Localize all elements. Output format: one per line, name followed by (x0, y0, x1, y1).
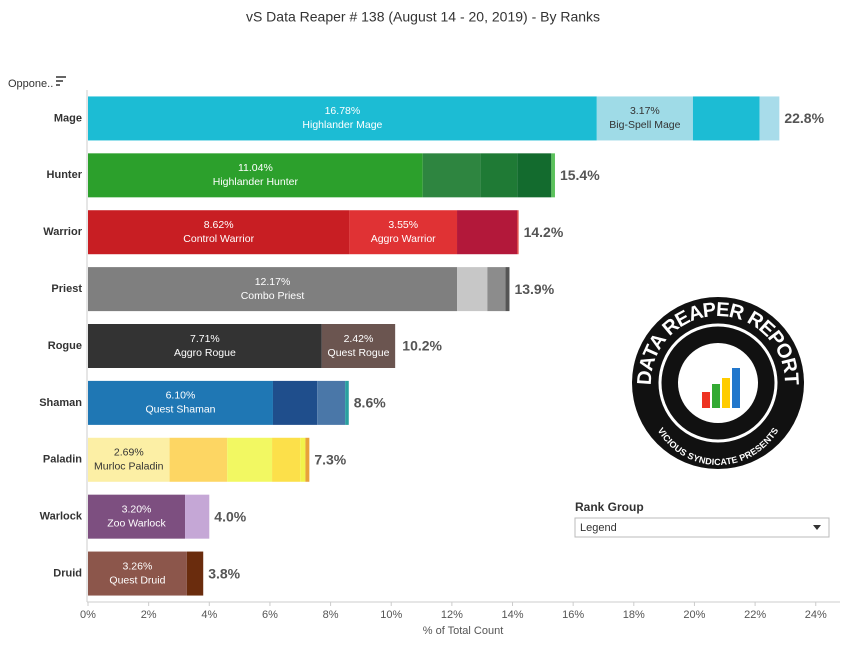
total-label: 7.3% (314, 451, 346, 467)
bar-segment (272, 437, 301, 482)
x-axis-title: % of Total Count (423, 625, 504, 637)
segment-name-label: Combo Priest (241, 290, 305, 302)
x-tick-label: 20% (683, 609, 705, 621)
segment-name-label: Aggro Rogue (174, 347, 236, 359)
filter-dropdown[interactable]: Legend (574, 517, 830, 538)
x-tick-label: 24% (805, 609, 827, 621)
x-tick-label: 0% (80, 609, 96, 621)
segment-value-label: 7.71% (190, 333, 220, 345)
bar-segment (317, 380, 346, 425)
x-tick-label: 10% (380, 609, 402, 621)
bar-segment (186, 551, 204, 596)
segment-value-label: 3.20% (122, 503, 152, 515)
segment-name-label: Aggro Warrior (371, 233, 436, 245)
bar-segment (517, 153, 552, 198)
total-label: 22.8% (784, 110, 824, 126)
filter-value: Legend (580, 522, 617, 534)
category-label: Priest (51, 283, 82, 295)
total-label: 4.0% (214, 508, 246, 524)
logo: DATA REAPER REPORT VICIOUS SYNDICATE PRE… (632, 297, 804, 469)
category-label: Druid (53, 567, 82, 579)
bar-segment (88, 380, 273, 425)
segment-name-label: Big-Spell Mage (609, 119, 680, 131)
bar-segment (88, 267, 458, 312)
x-tick-label: 12% (441, 609, 463, 621)
bar-segment (88, 437, 170, 482)
bar-segment (457, 210, 518, 255)
bar-segment (596, 96, 693, 141)
total-label: 13.9% (514, 281, 554, 297)
segment-value-label: 12.17% (255, 276, 291, 288)
total-label: 10.2% (402, 338, 442, 354)
category-label: Rogue (48, 340, 82, 352)
segment-name-label: Quest Druid (109, 574, 165, 586)
bar-segment (551, 153, 555, 198)
bar-segment (272, 380, 318, 425)
bar-segment (88, 324, 322, 368)
segment-name-label: Murloc Paladin (94, 461, 164, 473)
segment-name-label: Highlander Hunter (213, 176, 299, 188)
total-label: 15.4% (560, 167, 600, 183)
bar-segment (305, 437, 310, 482)
bar-segment (345, 380, 349, 425)
total-label: 8.6% (354, 395, 386, 411)
filter-title: Rank Group (575, 500, 644, 514)
bar-segment (422, 153, 481, 198)
segment-name-label: Quest Rogue (328, 347, 390, 359)
bar-segment (759, 96, 780, 141)
x-tick-label: 14% (502, 609, 524, 621)
x-tick-label: 4% (201, 609, 217, 621)
category-label: Mage (54, 112, 82, 124)
bar-segment (349, 210, 458, 255)
segment-value-label: 3.26% (123, 560, 153, 572)
chart-title: vS Data Reaper # 138 (August 14 - 20, 20… (246, 9, 600, 25)
x-tick-label: 2% (141, 609, 157, 621)
bar-segment (88, 210, 350, 255)
sort-icon[interactable] (56, 76, 66, 86)
category-label: Warlock (40, 511, 83, 523)
total-label: 3.8% (208, 565, 240, 581)
segment-name-label: Control Warrior (183, 233, 254, 245)
bar-segment (88, 96, 597, 141)
x-tick-label: 22% (744, 609, 766, 621)
bar-segment (480, 153, 518, 198)
x-tick-label: 8% (323, 609, 339, 621)
category-label: Hunter (47, 169, 83, 181)
bar-segment (505, 267, 510, 312)
x-tick-label: 6% (262, 609, 278, 621)
bar-segment (88, 153, 423, 198)
bar-segment (457, 267, 488, 312)
bar-segment (300, 437, 306, 482)
segment-value-label: 8.62% (204, 219, 234, 231)
bar-segment (169, 437, 228, 482)
row-header: Oppone.. (8, 78, 53, 90)
bar-segment (88, 494, 186, 539)
bar-segment (692, 96, 760, 141)
bar-segment (88, 551, 187, 596)
segment-name-label: Zoo Warlock (107, 517, 166, 529)
bar-segment (517, 210, 519, 255)
segment-value-label: 2.42% (344, 333, 374, 345)
category-label: Warrior (43, 226, 82, 238)
category-label: Paladin (43, 454, 82, 466)
total-label: 14.2% (524, 224, 564, 240)
segment-name-label: Highlander Mage (302, 119, 382, 131)
segment-value-label: 6.10% (166, 390, 196, 402)
segment-value-label: 2.69% (114, 447, 144, 459)
segment-value-label: 3.17% (630, 105, 660, 117)
x-tick-label: 18% (623, 609, 645, 621)
segment-name-label: Quest Shaman (145, 404, 215, 416)
x-tick-label: 16% (562, 609, 584, 621)
bar-segment (185, 494, 210, 539)
segment-value-label: 3.55% (388, 219, 418, 231)
bar-segment (321, 324, 396, 368)
bar-segment (227, 437, 273, 482)
category-label: Shaman (39, 397, 82, 409)
bar-segment (487, 267, 506, 312)
segment-value-label: 11.04% (238, 162, 273, 174)
segment-value-label: 16.78% (325, 105, 361, 117)
